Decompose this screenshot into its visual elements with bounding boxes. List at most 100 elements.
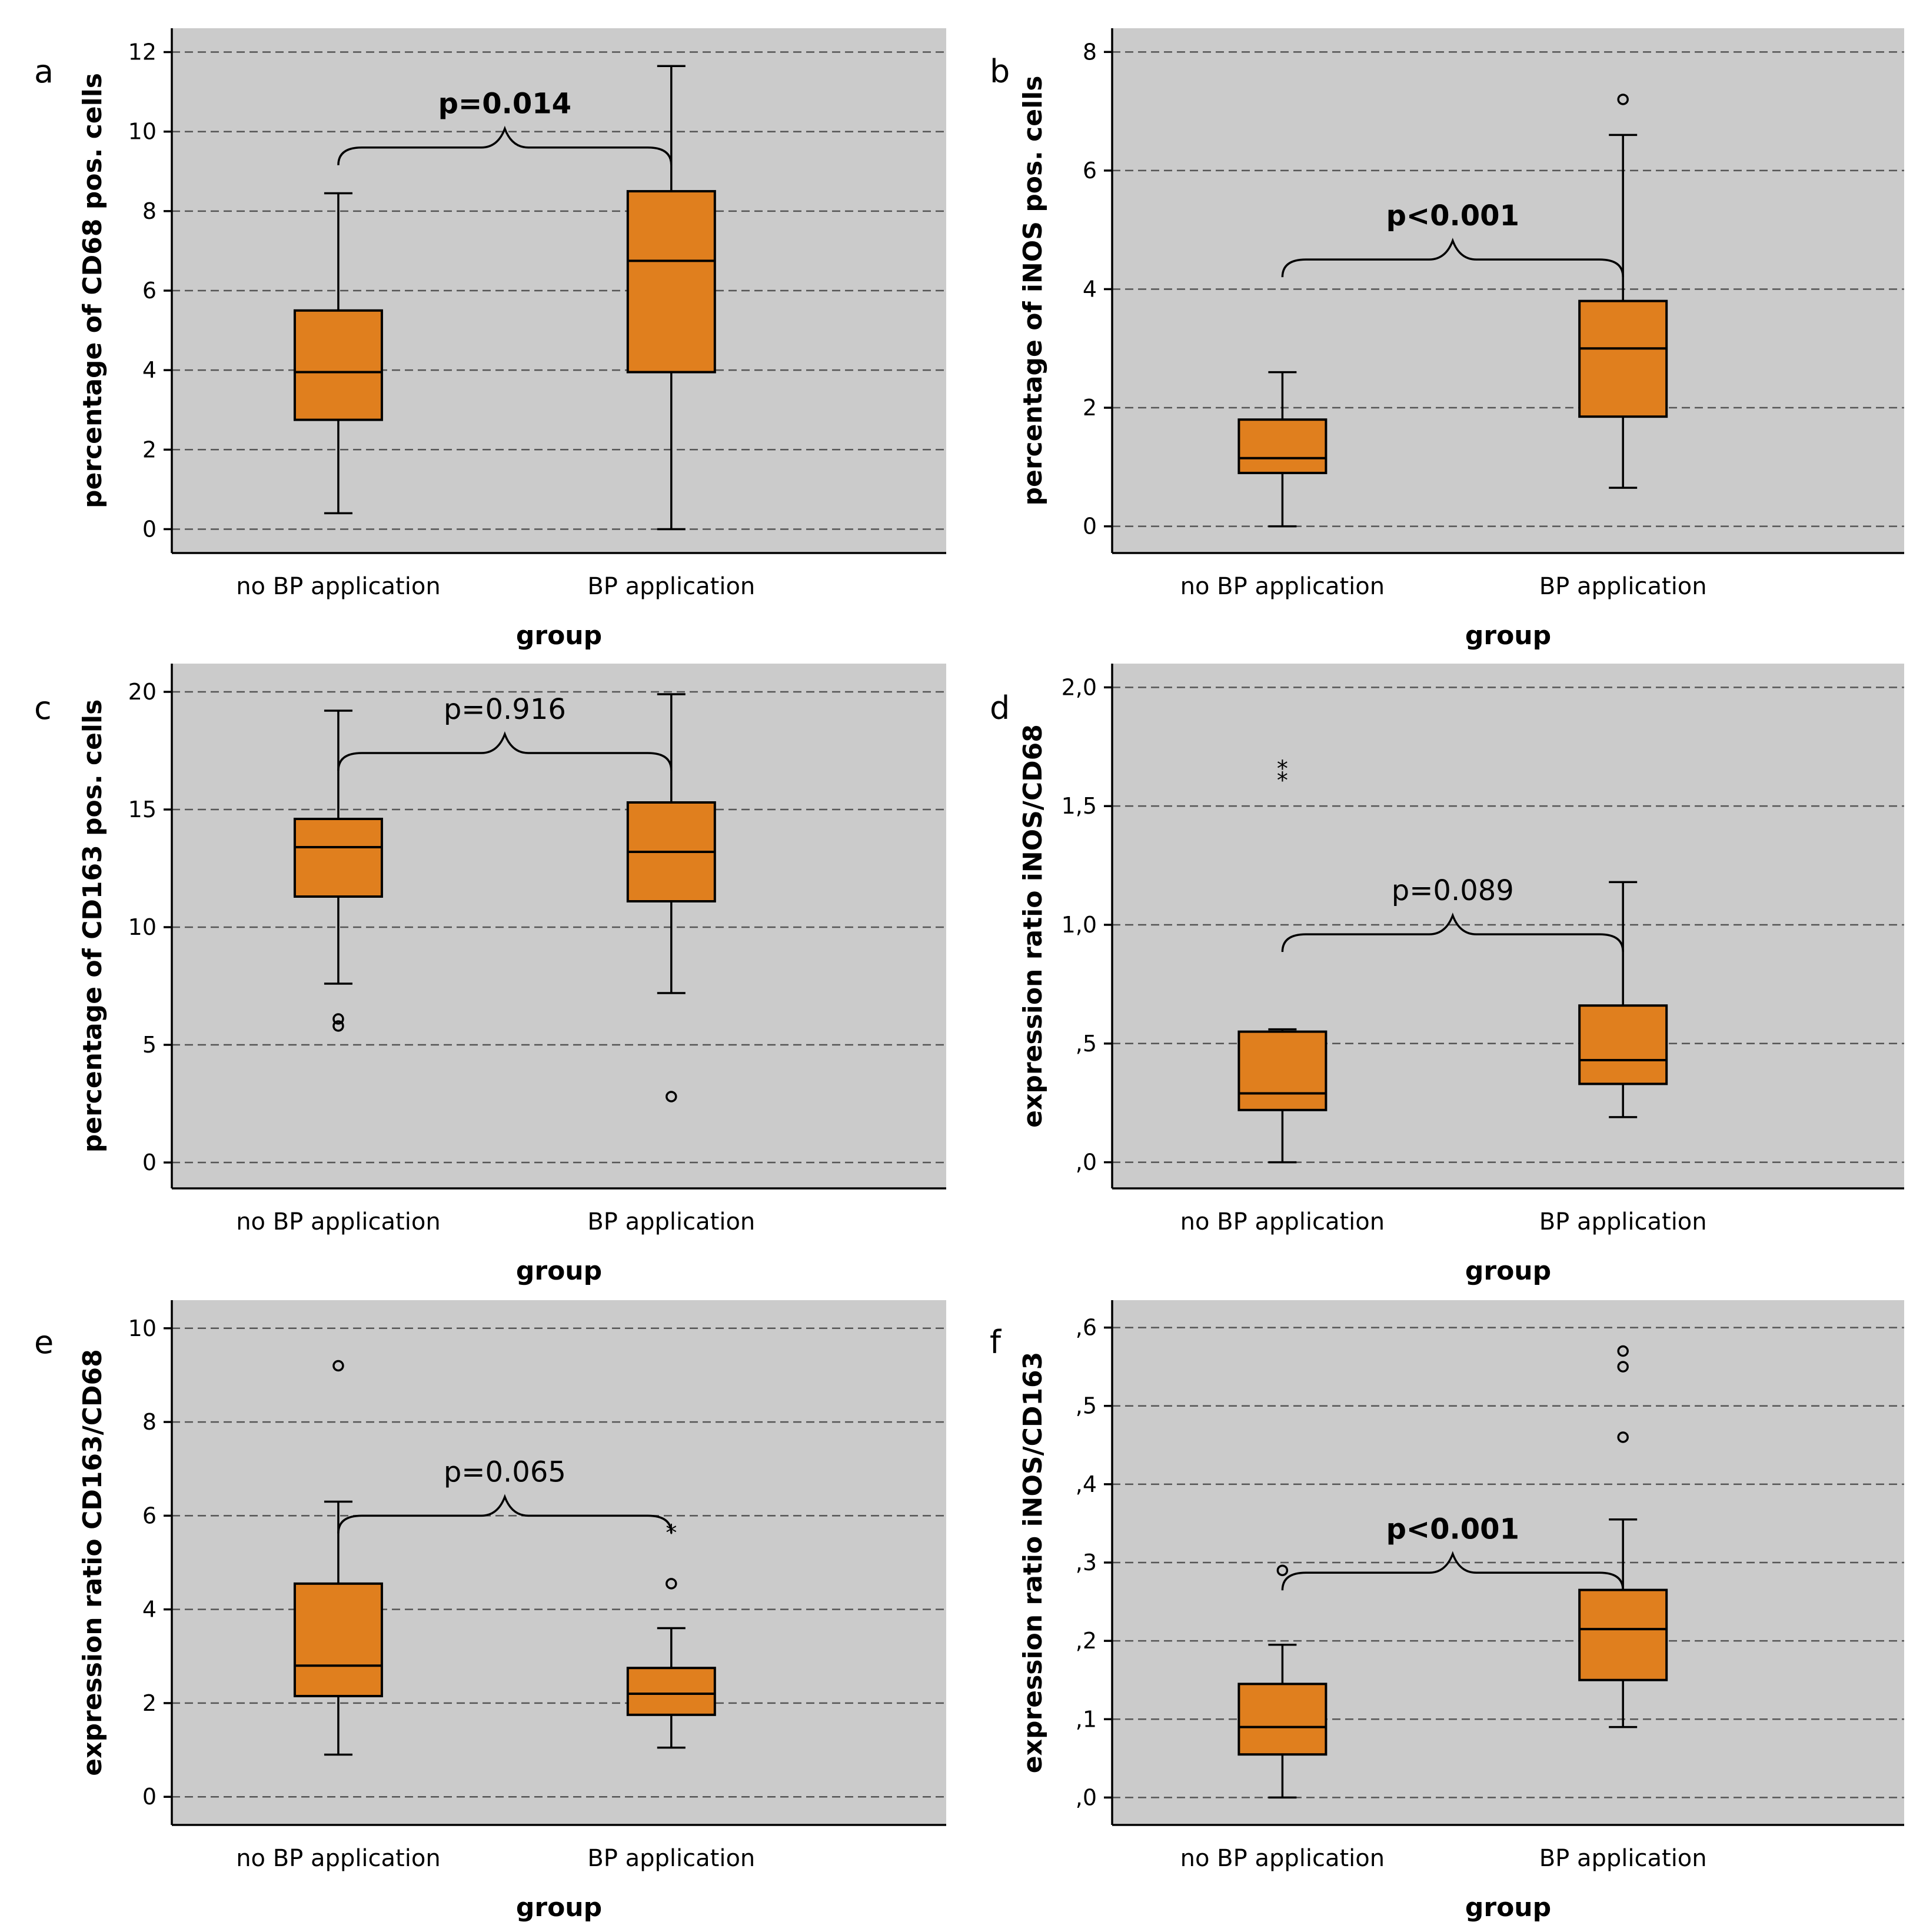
- x-category-label: no BP application: [236, 573, 440, 600]
- outlier-point: [666, 1091, 677, 1102]
- panel-letter: c: [34, 689, 52, 727]
- y-tick-label: 6: [142, 278, 157, 304]
- y-axis-label: percentage of iNOS pos. cells: [1018, 76, 1048, 506]
- x-axis-label: group: [516, 1893, 602, 1923]
- x-category-label: no BP application: [236, 1208, 440, 1235]
- outlier-point: [1617, 1431, 1629, 1443]
- box-iqr: [626, 190, 716, 374]
- panel-c: 0 5 10 15 20 c percentage of CD163 pos. cells g…: [34, 664, 946, 1286]
- outlier-point: [1617, 94, 1629, 105]
- comparison-brace: [1281, 238, 1624, 278]
- y-tick-label: 1,5: [1062, 793, 1097, 819]
- y-tick-label: 8: [142, 198, 157, 224]
- x-category-label: BP application: [1539, 1845, 1707, 1872]
- box-iqr: [1237, 1683, 1328, 1756]
- plot-area: [1112, 664, 1904, 1188]
- y-tick-label: 2: [142, 1690, 157, 1716]
- y-tick-label: 10: [128, 914, 157, 940]
- box-iqr: [626, 1667, 716, 1716]
- y-tick-label: 6: [142, 1503, 157, 1528]
- x-category-label: no BP application: [236, 1845, 440, 1872]
- y-tick-label: 10: [128, 119, 157, 145]
- panel-letter: d: [990, 689, 1010, 727]
- box-bp: [626, 693, 716, 1102]
- y-tick-label: ,3: [1076, 1550, 1097, 1575]
- box-no-bp: [293, 192, 383, 515]
- plot-area: [172, 28, 946, 553]
- y-axis-label: percentage of CD68 pos. cells: [78, 73, 108, 508]
- box-no-bp: [1237, 371, 1328, 528]
- y-tick-label: ,5: [1076, 1393, 1097, 1419]
- outlier-point: [332, 1013, 344, 1025]
- box-iqr: [293, 1582, 383, 1697]
- y-tick-label: 1,0: [1062, 912, 1097, 938]
- outlier-point: [666, 1578, 677, 1590]
- box-iqr: [1237, 1030, 1328, 1111]
- y-tick-label: 8: [142, 1409, 157, 1435]
- panel-f: ,0 ,1 ,2 ,3 ,4 ,5 ,6 f expression ratio iNOS/CD1…: [990, 1300, 1904, 1923]
- plot-area: [172, 664, 946, 1188]
- box-no-bp: [1237, 1564, 1328, 1799]
- panel-b: 0 2 4 6 8 b percentage of iNOS pos. cells group…: [990, 28, 1904, 651]
- box-bp: [626, 65, 716, 531]
- y-tick-label: 5: [142, 1032, 157, 1058]
- comparison-brace: [1281, 912, 1624, 952]
- y-axis-label: expression ratio iNOS/CD68: [1018, 724, 1048, 1128]
- x-category-label: no BP application: [1180, 1845, 1385, 1872]
- x-axis-label: group: [516, 621, 602, 651]
- y-tick-label: ,1: [1076, 1706, 1097, 1732]
- y-tick-label: 10: [128, 1315, 157, 1341]
- outlier-point: [332, 1020, 344, 1032]
- p-value-label: p=0.065: [444, 1455, 566, 1488]
- y-tick-label: 2: [142, 437, 157, 462]
- outlier-point: [1276, 1564, 1289, 1577]
- panel-letter: b: [990, 53, 1010, 90]
- p-value-label: p<0.001: [1386, 199, 1519, 232]
- p-value-label: p=0.089: [1392, 874, 1514, 907]
- y-tick-label: 2,0: [1062, 674, 1097, 700]
- y-axis-label: expression ratio CD163/CD68: [78, 1349, 108, 1776]
- y-axis-label: expression ratio iNOS/CD163: [1018, 1352, 1048, 1773]
- comparison-brace: [1281, 1551, 1624, 1591]
- y-tick-label: 6: [1083, 158, 1097, 184]
- y-tick-label: 8: [1083, 39, 1097, 65]
- y-tick-label: ,5: [1076, 1031, 1097, 1057]
- box-iqr: [1578, 1004, 1668, 1085]
- y-tick-label: 4: [142, 357, 157, 383]
- panel-d: ,0 ,5 1,0 1,5 2,0 d expression ratio iNOS/CD68…: [990, 664, 1904, 1286]
- y-tick-label: ,4: [1076, 1471, 1097, 1497]
- y-tick-label: ,0: [1076, 1784, 1097, 1810]
- p-value-label: p<0.001: [1386, 1513, 1519, 1545]
- x-axis-label: group: [1465, 1256, 1551, 1286]
- x-axis-label: group: [1465, 621, 1551, 651]
- box-iqr: [293, 818, 383, 898]
- box-bp: *: [626, 1520, 716, 1749]
- x-category-label: BP application: [1539, 1208, 1707, 1235]
- box-bp: [1578, 1345, 1668, 1728]
- y-tick-label: 0: [142, 516, 157, 542]
- x-category-label: BP application: [587, 1208, 755, 1235]
- y-tick-label: 0: [142, 1150, 157, 1175]
- comparison-brace: [337, 1494, 673, 1534]
- box-iqr: [1578, 1588, 1668, 1681]
- y-tick-label: 12: [128, 39, 157, 65]
- box-bp: [1578, 881, 1668, 1118]
- p-value-label: p=0.014: [438, 88, 571, 121]
- box-iqr: [1578, 299, 1668, 418]
- box-iqr: [293, 309, 383, 421]
- panel-letter: a: [34, 53, 54, 90]
- box-no-bp: [293, 709, 383, 1032]
- panel-e: 0 2 4 6 8 10 e expression ratio CD163/CD68 group…: [34, 1300, 946, 1923]
- x-axis-label: group: [1465, 1893, 1551, 1923]
- comparison-brace: [337, 125, 673, 165]
- y-tick-label: ,0: [1076, 1150, 1097, 1175]
- y-tick-label: 2: [1083, 395, 1097, 421]
- y-tick-label: 4: [1083, 276, 1097, 302]
- panel-letter: e: [34, 1324, 54, 1361]
- plot-area: [172, 1300, 946, 1825]
- p-value-label: p=0.916: [444, 693, 566, 726]
- x-category-label: BP application: [587, 1845, 755, 1872]
- extreme-point: *: [1277, 756, 1288, 782]
